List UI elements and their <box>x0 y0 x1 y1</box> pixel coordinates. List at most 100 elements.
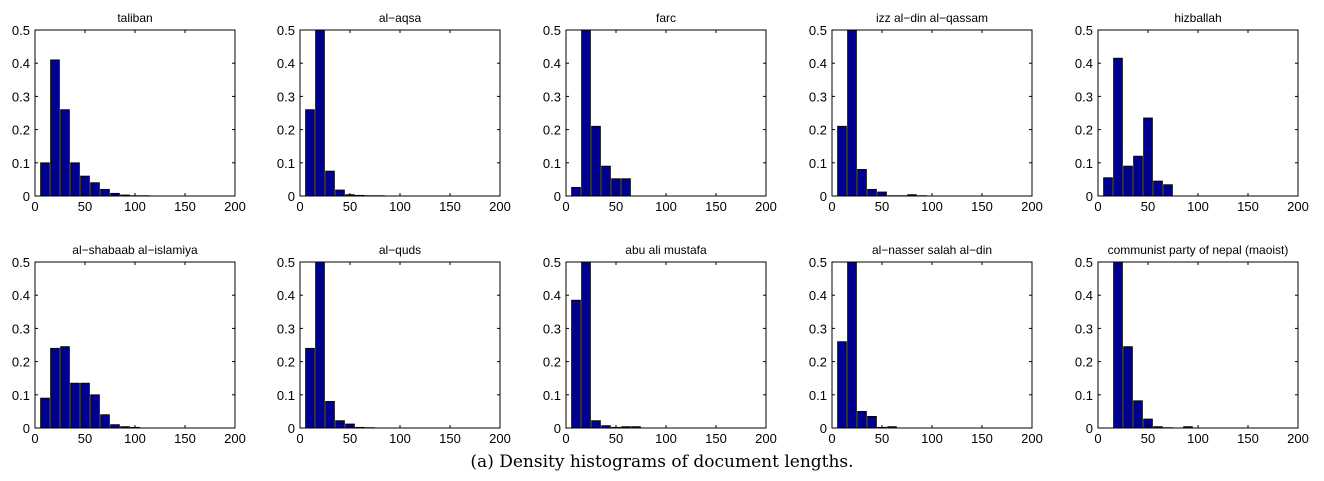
x-tick-label: 50 <box>343 199 357 214</box>
histogram-bar <box>1123 165 1133 197</box>
histogram-bar <box>1123 346 1133 429</box>
x-tick-label: 0 <box>828 199 835 214</box>
y-tick-label: 0.2 <box>809 355 827 370</box>
y-tick-label: 0.3 <box>12 89 30 104</box>
y-tick-label: 0.1 <box>277 388 295 403</box>
x-tick-label: 200 <box>1287 431 1309 446</box>
y-tick-label: 0.5 <box>12 23 30 38</box>
x-tick-label: 150 <box>439 431 461 446</box>
x-tick-label: 100 <box>1187 199 1209 214</box>
x-tick-label: 50 <box>875 431 889 446</box>
y-tick-label: 0 <box>820 421 827 436</box>
histogram-bar <box>1143 117 1153 197</box>
x-tick-label: 200 <box>1287 199 1309 214</box>
y-tick-label: 0 <box>1086 421 1093 436</box>
y-tick-label: 0 <box>554 421 561 436</box>
y-tick-label: 0.4 <box>543 288 561 303</box>
histogram-bar <box>591 125 601 197</box>
histogram-bar <box>1113 57 1123 197</box>
histogram-bar <box>100 188 110 197</box>
x-tick-label: 50 <box>1141 199 1155 214</box>
x-tick-label: 50 <box>343 431 357 446</box>
histogram-bar <box>581 261 591 429</box>
y-tick-label: 0.1 <box>12 156 30 171</box>
panel-title: al−shabaab al−islamiya <box>72 243 198 257</box>
x-tick-label: 200 <box>1021 199 1043 214</box>
histogram-bar <box>601 165 611 197</box>
panel-title: izz al−din al−qassam <box>876 11 988 25</box>
histogram-bar <box>70 382 80 429</box>
x-tick-label: 100 <box>921 431 943 446</box>
y-tick-label: 0.2 <box>12 355 30 370</box>
y-tick-label: 0.1 <box>1075 388 1093 403</box>
x-tick-label: 0 <box>296 199 303 214</box>
y-tick-label: 0.3 <box>543 89 561 104</box>
y-tick-label: 0.5 <box>1075 255 1093 270</box>
histogram-bar <box>837 125 847 197</box>
y-tick-label: 0.5 <box>809 255 827 270</box>
y-tick-label: 0.4 <box>12 288 30 303</box>
histogram-bar <box>867 188 877 197</box>
histogram-bar <box>837 341 847 429</box>
x-tick-label: 200 <box>489 431 511 446</box>
y-tick-label: 0.4 <box>809 56 827 71</box>
x-tick-label: 0 <box>828 431 835 446</box>
y-tick-label: 0.3 <box>277 321 295 336</box>
x-tick-label: 150 <box>705 199 727 214</box>
y-tick-label: 0 <box>1086 189 1093 204</box>
panel-title: al−quds <box>379 243 421 257</box>
histogram-bar <box>60 109 70 197</box>
histogram-bar <box>60 346 70 429</box>
histogram-panel: al−aqsa 0 50 100 150 200 0 0.1 0.2 0.3 0.4 0.5 <box>277 11 511 214</box>
y-tick-label: 0.5 <box>1075 23 1093 38</box>
axes-frame <box>831 261 1033 429</box>
x-tick-label: 0 <box>31 431 38 446</box>
x-tick-label: 150 <box>174 431 196 446</box>
x-tick-label: 200 <box>755 199 777 214</box>
x-tick-label: 100 <box>921 199 943 214</box>
y-tick-label: 0.2 <box>809 123 827 138</box>
histogram-bar <box>847 29 857 197</box>
x-tick-label: 100 <box>1187 431 1209 446</box>
x-tick-label: 150 <box>971 199 993 214</box>
histogram-bar <box>571 186 581 197</box>
y-tick-label: 0.2 <box>1075 355 1093 370</box>
y-tick-label: 0 <box>23 189 30 204</box>
x-tick-label: 100 <box>124 431 146 446</box>
y-tick-label: 0.1 <box>12 388 30 403</box>
x-tick-label: 200 <box>755 431 777 446</box>
y-tick-label: 0.4 <box>1075 288 1093 303</box>
histogram-panel: al−quds 0 50 100 150 200 0 0.1 0.2 0.3 0.4 0.5 <box>277 243 511 446</box>
y-tick-label: 0.4 <box>1075 56 1093 71</box>
x-tick-label: 150 <box>174 199 196 214</box>
x-tick-label: 50 <box>875 199 889 214</box>
histogram-bar <box>70 162 80 197</box>
y-tick-label: 0.3 <box>809 89 827 104</box>
x-tick-label: 100 <box>389 431 411 446</box>
histogram-bar <box>325 401 335 429</box>
histogram-bar <box>1133 155 1143 197</box>
y-tick-label: 0 <box>23 421 30 436</box>
panel-title: farc <box>656 11 676 25</box>
histogram-bar <box>1163 184 1173 197</box>
y-tick-label: 0.2 <box>543 355 561 370</box>
x-tick-label: 150 <box>971 431 993 446</box>
y-tick-label: 0.3 <box>12 321 30 336</box>
x-tick-label: 50 <box>609 199 623 214</box>
histogram-bar <box>621 178 631 197</box>
x-tick-label: 0 <box>31 199 38 214</box>
histogram-bar <box>867 415 877 429</box>
x-tick-label: 100 <box>655 431 677 446</box>
y-tick-label: 0.4 <box>12 56 30 71</box>
y-tick-label: 0.3 <box>1075 321 1093 336</box>
histogram-bar <box>315 29 325 197</box>
y-tick-label: 0.1 <box>1075 156 1093 171</box>
histogram-panel: farc 0 50 100 150 200 0 0.1 0.2 0.3 0.4 0.5 <box>543 11 777 214</box>
histogram-bar <box>80 382 90 429</box>
x-tick-label: 150 <box>1237 431 1259 446</box>
y-tick-label: 0.3 <box>543 321 561 336</box>
histogram-bar <box>40 162 50 197</box>
panel-title: abu ali mustafa <box>625 243 707 257</box>
panel-title: communist party of nepal (maoist) <box>1108 243 1289 257</box>
